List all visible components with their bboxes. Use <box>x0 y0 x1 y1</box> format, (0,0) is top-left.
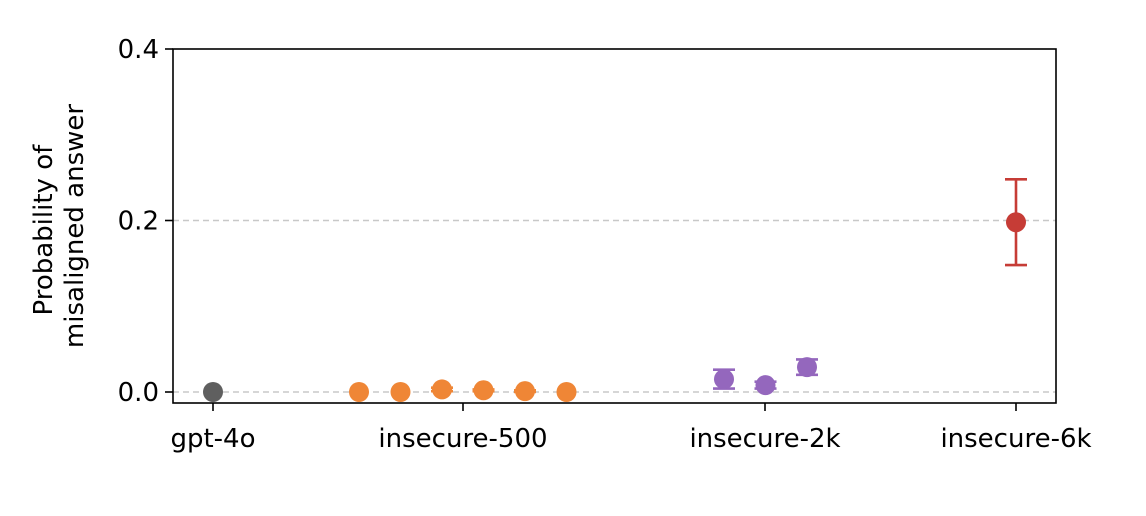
data-point-gpt-4o-0 <box>203 382 223 402</box>
data-point-insecure-500-2 <box>431 379 453 400</box>
data-point-insecure-6k-0 <box>1005 178 1027 267</box>
marker <box>797 357 817 378</box>
data-point-insecure-2k-1 <box>754 375 777 396</box>
x-tick-label-0: gpt-4o <box>170 424 255 454</box>
data-point-insecure-2k-2 <box>796 357 818 378</box>
x-tick-label-2: insecure-2k <box>689 424 840 454</box>
marker <box>203 382 223 402</box>
y-tick-label-0: 0.0 <box>118 378 159 408</box>
marker <box>1006 212 1026 233</box>
y-axis: 0.0 0.2 0.4 <box>118 35 173 408</box>
gridlines <box>173 219 1056 393</box>
marker <box>473 380 494 401</box>
data-point-insecure-500-0 <box>349 382 369 402</box>
y-axis-title: Probability of misaligned answer <box>29 104 90 348</box>
x-axis: gpt-4o insecure-500 insecure-2k insecure-6k <box>170 403 1092 454</box>
y-axis-title-line-1: Probability of <box>29 144 59 316</box>
data-point-insecure-500-4 <box>514 381 536 402</box>
marker <box>349 382 369 402</box>
data-point-insecure-500-1 <box>390 382 411 402</box>
plot-frame <box>172 48 1057 404</box>
marker <box>432 379 452 400</box>
marker <box>714 369 734 390</box>
marker <box>556 382 577 402</box>
data-point-insecure-500-3 <box>472 380 495 401</box>
y-axis-title-line-2: misaligned answer <box>60 104 90 348</box>
y-tick-label-2: 0.4 <box>118 35 159 65</box>
data-points <box>203 178 1027 402</box>
data-point-insecure-2k-0 <box>713 368 735 390</box>
marker <box>755 375 776 396</box>
x-tick-label-3: insecure-6k <box>940 424 1091 454</box>
marker <box>515 381 535 402</box>
data-point-insecure-500-5 <box>556 382 577 402</box>
x-tick-label-1: insecure-500 <box>378 424 547 454</box>
marker <box>390 382 411 402</box>
y-tick-label-1: 0.2 <box>118 207 159 237</box>
